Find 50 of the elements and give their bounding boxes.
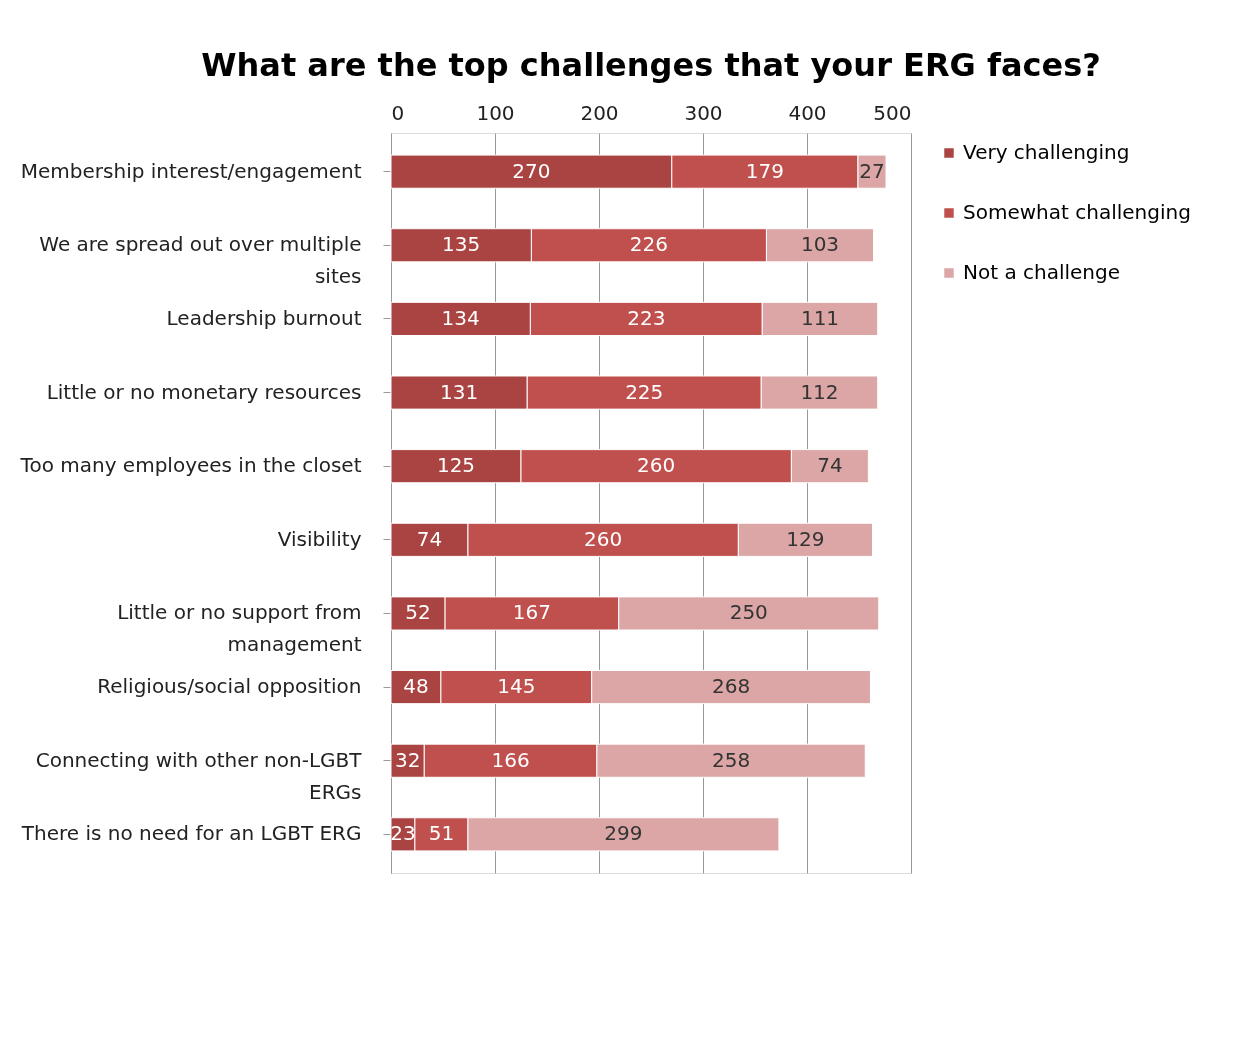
y-tick-label: Visibility [277,526,362,551]
data-label: 103 [800,232,840,257]
y-tick-label: Connecting with other non-LGBT ERGs [35,747,363,804]
data-label: 260 [584,526,623,551]
y-tick-label: Religious/social opposition [97,674,362,699]
y-tick-label: Little or no monetary resources [46,379,362,404]
data-label: 260 [637,453,676,478]
data-label: 74 [416,526,443,551]
y-tick-label: Leadership burnout [166,305,362,330]
x-tick-label: 0 [391,100,405,125]
data-label: 112 [800,379,839,404]
data-label: 74 [817,453,843,478]
data-label: 129 [786,526,825,551]
data-label: 111 [800,305,840,330]
x-tick-label: 400 [788,100,827,125]
data-label: 167 [512,600,552,625]
data-label: 179 [745,158,784,183]
data-label: 23 [390,821,416,846]
chart-title: What are the top challenges that your ERG faces? [201,46,1101,84]
y-tick-label: Membership interest/engagement [20,158,362,183]
data-label: 250 [729,600,768,625]
data-label: 51 [428,821,455,846]
data-label: 226 [629,232,669,257]
legend-label: Not a challenge [963,260,1121,284]
data-label: 225 [625,379,664,404]
y-tick-label: Too many employees in the closet [19,453,362,478]
data-label: 223 [627,305,666,330]
data-label: 131 [440,379,479,404]
y-tick-label: We are spread out over multiple sites [39,232,362,289]
data-label: 166 [491,747,530,772]
data-label: 134 [441,305,480,330]
data-label: 125 [436,453,476,478]
data-label: 27 [859,158,885,183]
y-tick-label: Little or no support from management [117,600,362,657]
x-tick-label: 200 [580,100,619,125]
data-label: 268 [711,674,751,699]
data-label: 32 [394,747,421,772]
x-tick-label: 500 [873,100,912,125]
data-label: 258 [711,747,751,772]
legend-label: Very challenging [963,140,1130,164]
x-tick-label: 300 [684,100,723,125]
data-label: 145 [497,674,536,699]
data-label: 299 [604,821,643,846]
legend-label: Somewhat challenging [963,200,1191,224]
y-tick-label: There is no need for an LGBT ERG [20,821,362,846]
data-label: 135 [442,232,481,257]
data-label: 52 [405,600,431,625]
data-label: 270 [512,158,551,183]
data-label: 48 [403,674,429,699]
x-tick-label: 100 [476,100,515,125]
